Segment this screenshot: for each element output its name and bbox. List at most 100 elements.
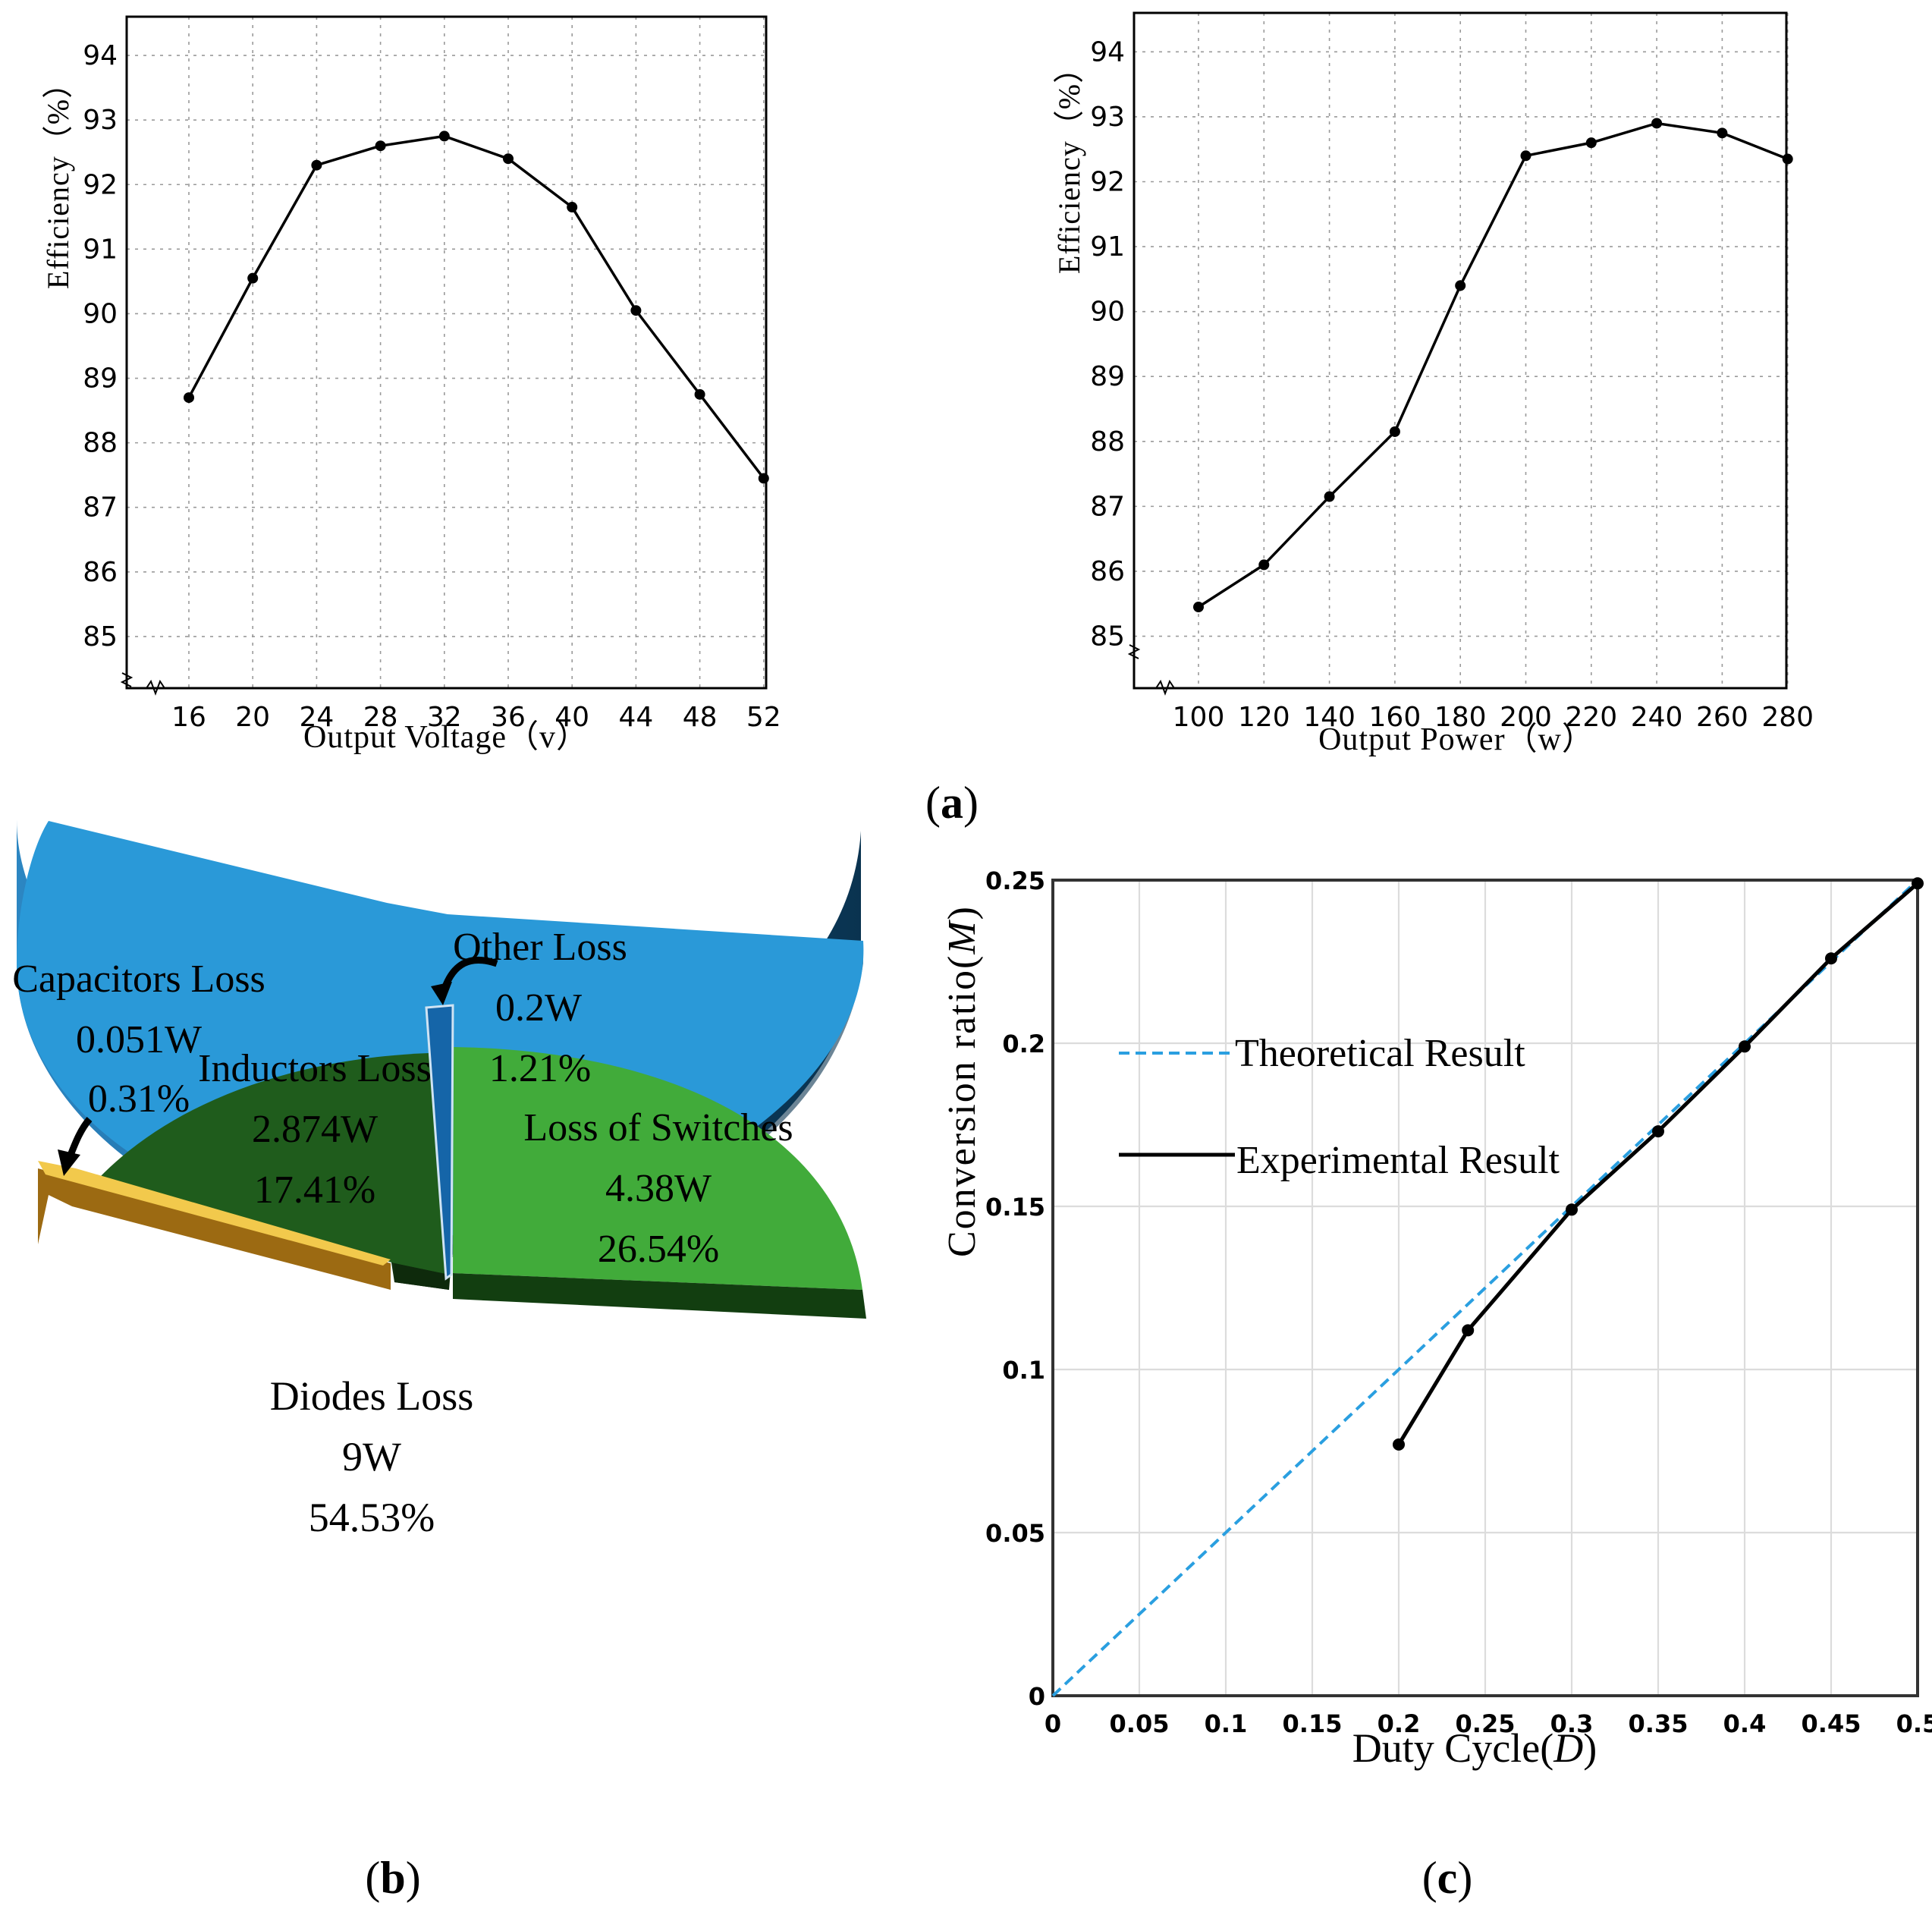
x-tick-label: 0.4 xyxy=(1723,1709,1767,1738)
y-tick-label: 94 xyxy=(83,40,118,71)
y-axis-label-var: M xyxy=(941,920,984,955)
x-tick-label: 0.25 xyxy=(1456,1709,1516,1738)
y-tick-label: 85 xyxy=(83,621,118,652)
chart-efficiency-vs-power: 85 86 87 88 89 90 91 92 93 94 100 120 140 160 180 200 2… xyxy=(1052,11,1814,757)
x-tick-label: 40 xyxy=(554,702,589,733)
x-axis-break xyxy=(146,679,165,696)
data-point xyxy=(1258,559,1270,571)
diodes-loss-label: Diodes Loss xyxy=(270,1373,474,1419)
data-point xyxy=(1393,1438,1405,1451)
y-axis-break xyxy=(120,672,134,687)
data-point xyxy=(1652,1125,1664,1138)
x-tick-label: 0.3 xyxy=(1550,1709,1594,1738)
x-tick-label: 260 xyxy=(1696,702,1748,733)
y-tick-label: 92 xyxy=(1090,167,1125,198)
x-tick-label: 140 xyxy=(1303,702,1356,733)
y-tick-label: 0.05 xyxy=(985,1519,1045,1548)
panel-label-b-letter: b xyxy=(380,1853,405,1903)
x-tick-label: 160 xyxy=(1369,702,1422,733)
x-tick-label: 36 xyxy=(491,702,526,733)
x-tick-label: 32 xyxy=(427,702,462,733)
panel-label-c-letter: c xyxy=(1437,1853,1458,1903)
y-tick-label: 0.1 xyxy=(1002,1356,1045,1385)
x-tick-label: 180 xyxy=(1434,702,1487,733)
capacitors-loss-arrow xyxy=(66,1117,93,1159)
panel-label-c: (c) xyxy=(1422,1853,1473,1903)
data-point xyxy=(1585,137,1597,149)
data-point xyxy=(1389,426,1400,437)
data-point xyxy=(630,305,642,316)
y-tick-label: 91 xyxy=(1090,231,1125,263)
y-axis-label: Efficiency（%） xyxy=(41,68,75,289)
y-tick-label: 0.2 xyxy=(1002,1030,1045,1058)
x-axis-label: Output Power（w） xyxy=(1318,722,1594,757)
x-axis-label-var: D xyxy=(1553,1725,1583,1771)
y-tick-label: 92 xyxy=(83,169,118,200)
y-tick-label: 88 xyxy=(83,428,118,459)
y-axis-break xyxy=(1127,644,1141,659)
chart-conversion-ratio: 0 0.05 0.1 0.15 0.2 0.25 0 0.05 0.1 0.15 0.2 0.25 0… xyxy=(941,866,1932,1771)
x-tick-label: 120 xyxy=(1238,702,1290,733)
inductors-slice-side xyxy=(394,1263,449,1290)
panel-label-a: (a) xyxy=(925,778,979,828)
data-point xyxy=(1825,952,1837,965)
data-point xyxy=(1651,118,1663,129)
x-tick-label: 0 xyxy=(1045,1709,1061,1738)
data-point xyxy=(1782,153,1793,165)
switches-slice-side xyxy=(453,1273,866,1319)
x-tick-label: 100 xyxy=(1173,702,1225,733)
diodes-loss-value: 9W xyxy=(342,1434,401,1479)
y-tick-label: 86 xyxy=(1090,556,1125,587)
x-tick-label: 16 xyxy=(171,702,206,733)
y-tick-label: 88 xyxy=(1090,426,1125,458)
x-tick-label: 52 xyxy=(746,702,781,733)
plot-frame xyxy=(125,15,768,690)
x-axis-label-close: ) xyxy=(1583,1725,1597,1771)
x-tick-label: 280 xyxy=(1761,702,1814,733)
data-point xyxy=(1566,1203,1578,1216)
x-axis-label-text: Duty Cycle( xyxy=(1352,1725,1553,1771)
y-tick-label: 86 xyxy=(83,557,118,588)
x-tick-label: 0.5 xyxy=(1896,1709,1932,1738)
y-tick-label: 94 xyxy=(1090,36,1125,68)
y-tick-label: 90 xyxy=(83,298,118,329)
y-axis-label: Efficiency（%） xyxy=(1052,52,1086,274)
other-loss-label: Other Loss xyxy=(453,926,627,969)
data-point xyxy=(375,140,386,152)
y-axis-label-close: ) xyxy=(941,905,984,920)
loss-breakdown-pie: Diodes Loss 9W 54.53% Loss of Switches 4… xyxy=(12,819,866,1540)
y-tick-label: 0 xyxy=(1029,1682,1045,1711)
switches-loss-percent: 26.54% xyxy=(598,1228,719,1271)
y-tick-label: 0.15 xyxy=(985,1193,1045,1222)
capacitors-loss-percent: 0.31% xyxy=(88,1077,190,1121)
switches-loss-label: Loss of Switches xyxy=(523,1106,793,1149)
y-axis-label: Conversion ratio(M) xyxy=(941,905,984,1257)
panel-label-a-letter: a xyxy=(941,778,963,828)
y-tick-label: 89 xyxy=(83,363,118,395)
data-point xyxy=(694,388,705,400)
legend-theoretical-label: Theoretical Result xyxy=(1235,1032,1525,1075)
x-tick-label: 0.2 xyxy=(1378,1709,1421,1738)
data-point xyxy=(1739,1040,1751,1053)
data-point xyxy=(1520,150,1531,162)
data-point xyxy=(1462,1324,1475,1337)
other-loss-value: 0.2W xyxy=(495,986,582,1030)
efficiency-line xyxy=(187,134,765,480)
efficiency-line xyxy=(1198,121,1789,608)
data-point xyxy=(758,473,769,484)
y-tick-label: 85 xyxy=(1090,621,1125,652)
x-tick-label: 0.05 xyxy=(1110,1709,1170,1738)
x-tick-label: 0.35 xyxy=(1629,1709,1689,1738)
legend: Theoretical Result Experimental Result xyxy=(1119,1032,1560,1182)
x-tick-label: 0.15 xyxy=(1283,1709,1343,1738)
inductors-loss-value: 2.874W xyxy=(252,1108,378,1151)
data-point xyxy=(1912,877,1924,890)
chart-efficiency-vs-voltage: 85 86 87 88 89 90 91 92 93 94 16 20 24 28 32 36 40 44 48 5… xyxy=(41,15,781,755)
data-point xyxy=(1717,127,1728,139)
data-point xyxy=(247,272,259,284)
x-tick-label: 20 xyxy=(235,702,270,733)
diodes-loss-percent: 54.53% xyxy=(309,1495,435,1540)
switches-slice-top xyxy=(453,1047,862,1290)
other-loss-arrow xyxy=(441,957,498,990)
